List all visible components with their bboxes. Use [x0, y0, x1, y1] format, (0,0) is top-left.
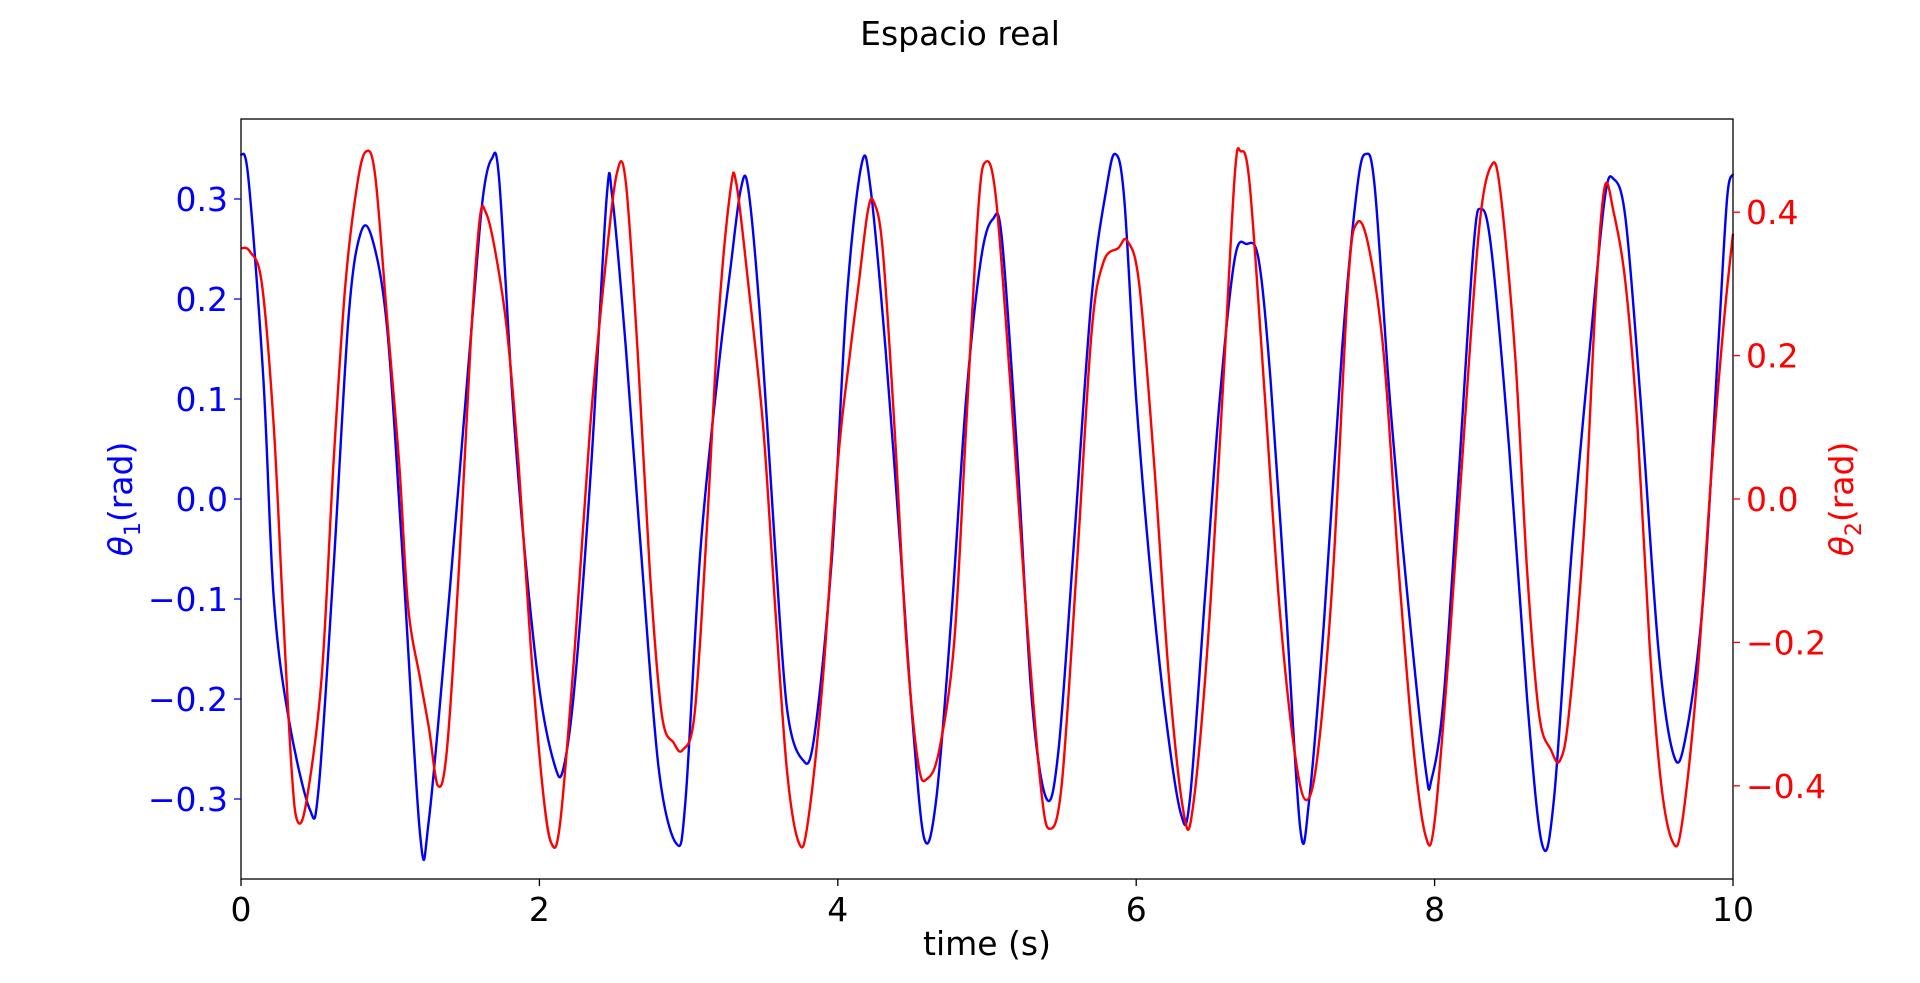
y-left-tick-label: 0.1 [176, 380, 228, 419]
y-left-tick-label: 0.2 [176, 280, 228, 319]
y-right-label-unit: (rad) [1822, 442, 1861, 523]
y-right-label-subscript: 2 [1842, 522, 1867, 536]
y-left-axis-label: θ1(rad) [101, 442, 146, 557]
y-right-axis-ticks: −0.4 −0.2 0.0 0.2 0.4 [1733, 193, 1826, 806]
y-left-label-subscript: 1 [121, 522, 146, 536]
x-tick-label: 2 [529, 890, 550, 929]
series-layer [239, 146, 1735, 861]
x-axis-label: time (s) [923, 924, 1051, 963]
x-axis-ticks: 0 2 4 6 8 10 [231, 879, 1754, 929]
y-right-tick-label: −0.4 [1746, 767, 1826, 806]
x-tick-label: 0 [231, 890, 252, 929]
y-right-axis-label: θ2(rad) [1822, 442, 1867, 557]
chart-title: Espacio real [860, 14, 1060, 53]
y-right-label-symbol: θ [1822, 536, 1861, 556]
x-tick-label: 8 [1424, 890, 1445, 929]
theta2-series-line [240, 146, 1735, 849]
y-left-tick-label: −0.3 [148, 780, 228, 819]
y-right-tick-label: 0.4 [1746, 193, 1798, 232]
y-left-tick-label: 0.3 [176, 180, 228, 219]
theta1-series-line [239, 151, 1735, 861]
y-left-axis-ticks: −0.3 −0.2 −0.1 0.0 0.1 0.2 0.3 [148, 180, 241, 819]
y-left-tick-label: −0.1 [148, 580, 228, 619]
x-tick-label: 6 [1126, 890, 1147, 929]
y-right-tick-label: 0.2 [1746, 337, 1798, 376]
y-right-tick-label: −0.2 [1746, 623, 1826, 662]
y-left-tick-label: −0.2 [148, 680, 228, 719]
x-tick-label: 10 [1712, 890, 1754, 929]
x-tick-label: 4 [827, 890, 848, 929]
y-left-label-unit: (rad) [101, 442, 140, 523]
y-left-tick-label: 0.0 [176, 480, 228, 519]
y-right-tick-label: 0.0 [1746, 480, 1798, 519]
y-left-label-symbol: θ [101, 536, 140, 556]
